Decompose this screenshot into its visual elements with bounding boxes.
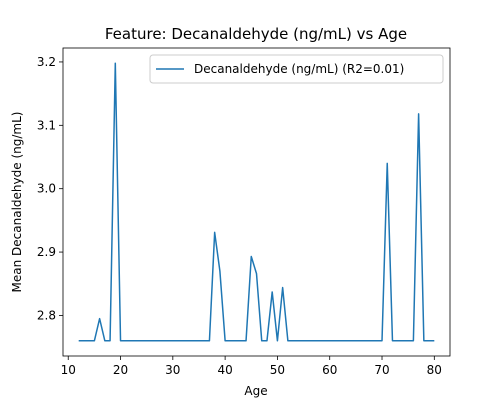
x-tick-label: 70 <box>374 363 389 377</box>
series-line-decanaldehyde <box>78 62 435 342</box>
x-tick-label: 40 <box>217 363 232 377</box>
chart-title: Feature: Decanaldehyde (ng/mL) vs Age <box>105 25 407 43</box>
x-tick-label: 60 <box>322 363 337 377</box>
y-axis: 2.8 2.9 3.0 3.1 3.2 <box>37 55 63 322</box>
y-axis-label: Mean Decanaldehyde (ng/mL) <box>10 112 24 293</box>
y-tick-label: 3.0 <box>37 182 56 196</box>
x-tick-label: 80 <box>427 363 442 377</box>
x-axis-label: Age <box>244 384 267 398</box>
y-tick-label: 2.8 <box>37 308 56 322</box>
legend-box <box>149 54 444 84</box>
x-axis: 10 20 30 40 50 60 70 80 <box>61 356 442 377</box>
y-tick-label: 2.9 <box>37 245 56 259</box>
y-tick-label: 3.2 <box>37 55 56 69</box>
x-tick-label: 10 <box>61 363 76 377</box>
x-tick-label: 30 <box>165 363 180 377</box>
legend-entry-label: Decanaldehyde (ng/mL) (R2=0.01) <box>194 62 404 76</box>
x-tick-label: 50 <box>270 363 285 377</box>
x-tick-label: 20 <box>113 363 128 377</box>
legend: Decanaldehyde (ng/mL) (R2=0.01) <box>149 54 444 84</box>
y-tick-label: 3.1 <box>37 118 56 132</box>
plot-frame <box>62 47 451 357</box>
plot-area <box>62 47 451 357</box>
